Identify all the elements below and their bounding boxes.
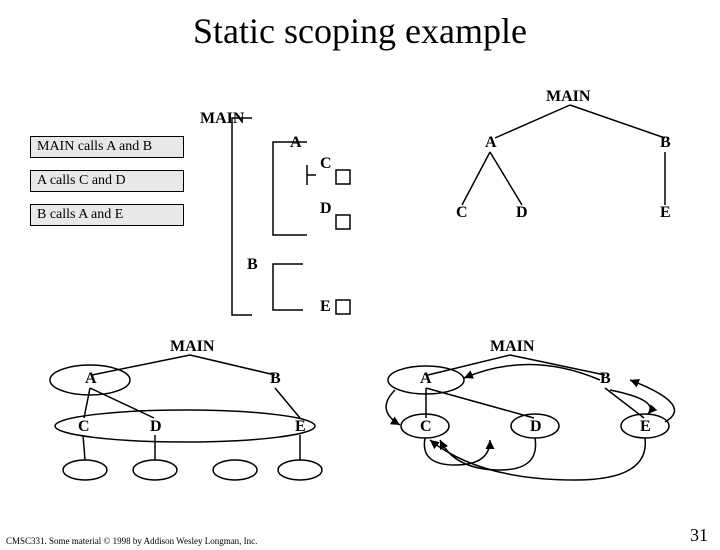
- page-number: 31: [690, 525, 708, 546]
- diagram-svg: [0, 10, 720, 550]
- footer-text: CMSC331. Some material © 1998 by Addison…: [6, 536, 257, 546]
